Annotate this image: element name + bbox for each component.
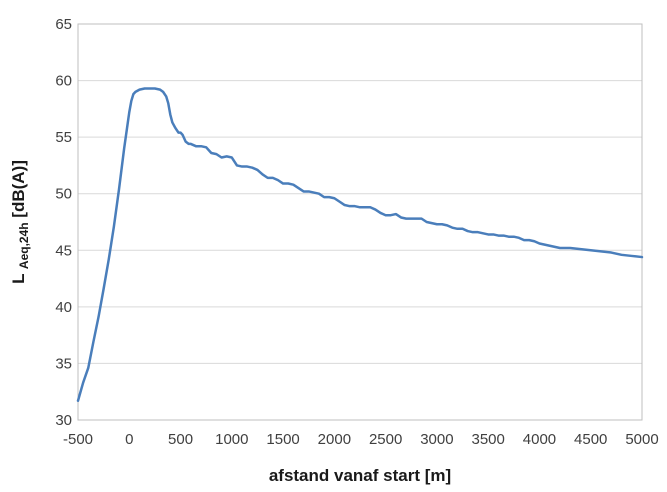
- series-line-0: [76, 87, 644, 403]
- x-tick-label: 500: [168, 431, 193, 448]
- y-axis-tick-labels: 30 35 40 45 50 55 60 65: [55, 16, 72, 429]
- x-tick-label: 4000: [523, 431, 556, 448]
- x-tick-label: 4500: [574, 431, 607, 448]
- x-tick-label: 1500: [266, 431, 299, 448]
- x-tick-label: 5000: [625, 431, 658, 448]
- plot-area-frame: [77, 23, 643, 421]
- x-tick-label: 2000: [318, 431, 351, 448]
- x-tick-label: 1000: [215, 431, 248, 448]
- y-axis-title-unit: [dB(A)]: [9, 160, 28, 218]
- y-tick-label: 35: [55, 355, 72, 372]
- y-tick-label: 55: [55, 129, 72, 146]
- grid-lines: [78, 23, 642, 421]
- y-tick-label: 45: [55, 242, 72, 259]
- y-tick-label: 40: [55, 299, 72, 316]
- y-tick-label: 50: [55, 186, 72, 203]
- x-tick-label: 2500: [369, 431, 402, 448]
- x-axis-title: afstand vanaf start [m]: [269, 466, 451, 485]
- y-axis-title-subscript: Aeq,24h: [17, 222, 31, 269]
- y-tick-label: 30: [55, 412, 72, 429]
- x-tick-label: -500: [63, 431, 93, 448]
- y-axis-title: L Aeq,24h [dB(A)]: [9, 160, 32, 284]
- x-tick-label: 3000: [420, 431, 453, 448]
- y-tick-label: 65: [55, 16, 72, 33]
- y-tick-label: 60: [55, 73, 72, 90]
- x-tick-label: 3500: [471, 431, 504, 448]
- y-axis-title-main: L: [9, 274, 28, 284]
- series-layer: [76, 87, 644, 403]
- x-axis-tick-labels: -500 0 500 1000 1500 2000 2500 3000 3500 4000 4500…: [63, 431, 659, 448]
- x-tick-label: 0: [125, 431, 133, 448]
